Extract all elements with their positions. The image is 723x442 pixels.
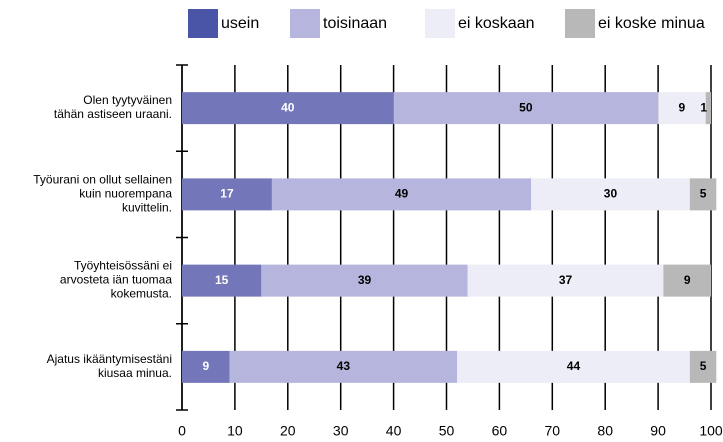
x-tick-label: 10 [227,423,243,439]
bar-segment [182,178,272,211]
x-tick-label: 50 [439,423,455,439]
category-label: Työurani on ollut sellainen kuin nuorempa… [33,173,172,215]
bar-segment [229,350,458,383]
bar-segment [467,264,664,297]
data-label: 44 [567,359,581,373]
x-tick-label: 20 [280,423,296,439]
bar-segment [689,350,717,383]
legend-label: usein [221,15,259,32]
data-label: 37 [559,273,573,287]
bar-segment [658,92,706,125]
data-label: 5 [700,359,707,373]
legend-swatch [290,9,320,38]
data-label: 40 [281,100,295,114]
data-label: 50 [519,100,533,114]
x-tick-label: 70 [545,423,561,439]
data-label: 39 [358,273,372,287]
bar-segment [182,264,262,297]
legend-label: toisinaan [323,15,387,32]
x-tick-label: 100 [699,423,723,439]
category-label: Työyhteisössäni ei arvosteta iän tuomaa ko… [60,259,172,301]
data-label: 9 [202,359,209,373]
x-tick-label: 30 [333,423,349,439]
x-tick-label: 80 [597,423,613,439]
legend-label: ei koske minua [598,15,705,32]
data-label: 9 [679,100,686,114]
legend-swatch [188,9,218,38]
data-label: 43 [337,359,351,373]
data-label: 30 [604,187,618,201]
bar-segment [531,178,690,211]
bar-segment [261,264,468,297]
data-label: 9 [684,273,691,287]
x-tick-label: 0 [178,423,186,439]
bar-segment [689,178,717,211]
x-tick-label: 60 [492,423,508,439]
legend-swatch [565,9,595,38]
data-label: 5 [700,187,707,201]
bar-segment [663,264,711,297]
x-tick-label: 40 [386,423,402,439]
bar-segment [393,92,659,125]
bar-segment [705,92,711,125]
category-label: Olen tyytyväinen tähän astiseen uraani. [54,93,172,121]
data-label: 17 [220,187,234,201]
data-label: 15 [215,273,229,287]
legend-swatch [425,9,455,38]
bar-segment [182,350,230,383]
legend-label: ei koskaan [458,15,535,32]
category-label: Ajatus ikääntymisestäni kiusaa minua. [47,352,172,380]
bar-segment [457,350,690,383]
data-label: 49 [395,187,409,201]
bar-segment [182,92,394,125]
x-tick-label: 90 [650,423,666,439]
data-label: 1 [700,100,707,114]
bar-segment [271,178,532,211]
